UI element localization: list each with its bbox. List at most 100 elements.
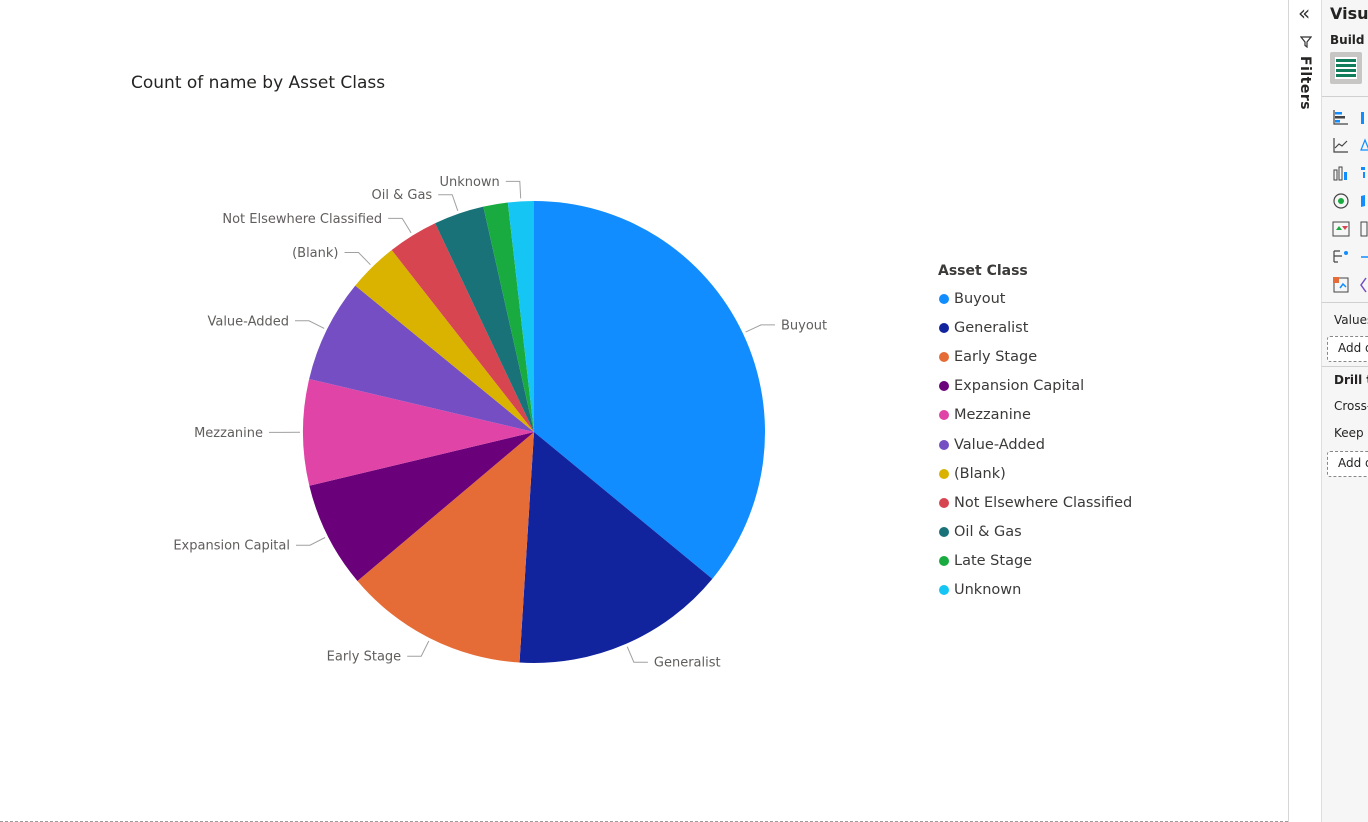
leader-line [505,180,522,199]
pie-slice-oil-gas[interactable] [435,206,534,432]
legend-item[interactable]: Generalist [938,313,1132,342]
area-chart-icon[interactable] [1360,136,1368,154]
legend-item[interactable]: (Blank) [938,459,1132,488]
legend-item[interactable]: Late Stage [938,547,1132,576]
slice-label: Unknown [439,175,499,190]
diamond-visual-icon[interactable] [1360,276,1368,294]
legend-item[interactable]: Early Stage [938,342,1132,371]
legend-item[interactable]: Buyout [938,284,1132,313]
add-drillthrough-fields-well[interactable]: Add d [1327,451,1368,477]
drill-through-label: Drill th [1334,373,1368,387]
leader-line [388,217,412,234]
waterfall-chart-icon[interactable] [1360,164,1368,182]
legend-item[interactable]: Value-Added [938,430,1132,459]
slice-label: Generalist [654,656,721,671]
leader-line [407,640,430,657]
visualizations-title: Visua [1330,4,1368,23]
legend-color-dot [939,585,949,596]
cross-report-label: Cross- [1334,399,1368,413]
legend-title: Asset Class [938,263,1028,279]
legend-item[interactable]: Expansion Capital [938,372,1132,401]
pane-divider [1322,302,1368,303]
leader-line [626,646,648,663]
legend-color-dot [939,381,949,392]
slice-label: (Blank) [292,246,338,261]
pie-slice-late-stage[interactable] [483,202,534,432]
leader-line [745,324,775,333]
globe-map-icon[interactable] [1332,192,1350,210]
line-chart-icon[interactable] [1332,136,1350,154]
legend-item[interactable]: Unknown [938,576,1132,605]
legend-color-dot [939,351,949,362]
chart-legend: Asset Class Buyout Generalist Early Stage E… [938,263,1132,605]
pie-slice-value-added[interactable] [309,285,534,432]
pie-slice-expansion-capital[interactable] [309,432,534,581]
legend-item[interactable]: Mezzanine [938,401,1132,430]
legend-label: Buyout [954,290,1006,307]
column-chart-icon[interactable] [1360,108,1368,126]
pane-divider [1322,96,1368,97]
leader-line [344,252,371,266]
leader-line [296,537,326,546]
pie-chart[interactable]: Buyout Generalist Early Stage Expansion Cap… [0,0,920,760]
pie-slice-unknown[interactable] [507,201,534,432]
stacked-bar-chart-icon[interactable] [1332,108,1350,126]
python-visual-icon[interactable] [1332,276,1350,294]
table-grid-icon [1335,57,1357,79]
legend-color-dot [939,556,949,567]
pie-slice-generalist[interactable] [519,432,713,664]
legend-color-dot [939,527,949,538]
pie-slice-blank[interactable] [355,250,534,432]
legend-label: Late Stage [954,553,1033,570]
keep-all-filters-label: Keep a [1334,426,1368,440]
filters-pane-collapsed[interactable]: « Filters [1288,0,1321,822]
legend-item[interactable]: Oil & Gas [938,518,1132,547]
slice-label: Value-Added [207,314,289,329]
legend-color-dot [939,468,949,479]
report-canvas[interactable]: Count of name by Asset Class Buyout Gener… [0,0,1288,822]
filters-label[interactable]: Filters [1297,56,1313,111]
values-well-label: Values [1334,313,1368,327]
chart-title: Count of name by Asset Class [131,73,386,93]
legend-items: Buyout Generalist Early Stage Expansion Cap… [938,284,1132,605]
legend-label: (Blank) [954,465,1006,482]
legend-color-dot [939,293,949,304]
slice-label: Oil & Gas [372,188,433,203]
ribbon-chart-icon[interactable] [1332,164,1350,182]
legend-color-dot [939,439,949,450]
legend-color-dot [939,497,949,508]
card-icon[interactable] [1360,220,1368,238]
legend-color-dot [939,322,949,333]
build-visual-label: Build v [1330,33,1368,47]
visualizations-pane: Visua Build v Values Add d Drill th Cros… [1321,0,1368,822]
build-visual-button[interactable] [1330,52,1362,84]
pie-slice-early-stage[interactable] [357,432,534,663]
filter-funnel-icon [1300,36,1312,48]
legend-label: Expansion Capital [954,378,1085,395]
slicer-icon[interactable] [1360,248,1368,266]
slice-label: Buyout [781,318,827,333]
legend-label: Value-Added [954,436,1045,453]
filled-map-icon[interactable] [1360,192,1368,210]
legend-label: Early Stage [954,348,1038,365]
kpi-icon[interactable] [1332,220,1350,238]
pie-slice-mezzanine[interactable] [302,378,534,486]
pie-slice-not-elsewhere-classified[interactable] [391,223,534,432]
leader-line [438,194,459,211]
add-data-fields-well[interactable]: Add d [1327,336,1368,362]
legend-label: Oil & Gas [954,524,1022,541]
leader-line [295,320,325,329]
legend-item[interactable]: Not Elsewhere Classified [938,488,1132,517]
slice-label: Early Stage [327,650,402,665]
legend-label: Mezzanine [954,407,1031,424]
decomposition-tree-icon[interactable] [1332,248,1350,266]
legend-color-dot [939,410,949,421]
legend-label: Unknown [954,582,1022,599]
pane-divider [1322,366,1368,367]
collapse-chevrons-icon[interactable]: « [1298,1,1311,25]
legend-label: Not Elsewhere Classified [954,494,1133,511]
slice-label: Not Elsewhere Classified [222,212,382,227]
pie-slice-buyout[interactable] [534,201,766,579]
legend-label: Generalist [954,319,1029,336]
slice-label: Expansion Capital [173,539,290,554]
